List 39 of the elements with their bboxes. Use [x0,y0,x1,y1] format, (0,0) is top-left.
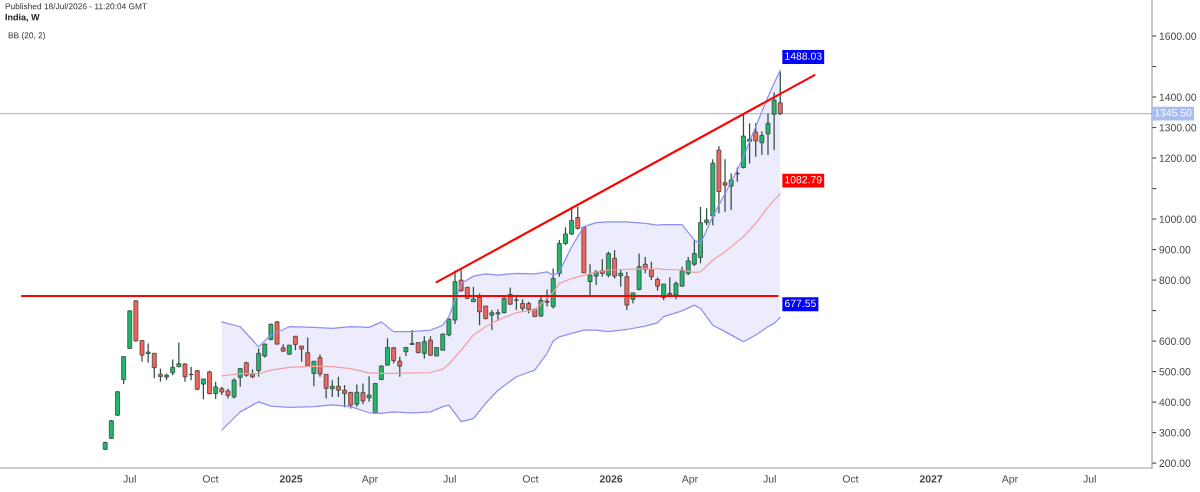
x-tick-label: Jul [443,474,456,483]
x-tick-label: 2027 [919,475,943,483]
y-tick-label: 1300.00 [1159,124,1197,132]
y-tick-label: 600.00 [1159,337,1191,345]
x-tick-label: Jul [123,474,136,483]
data-label: 677.55 [784,299,816,308]
candlestick [115,390,120,417]
x-tick-label: Jul [763,474,776,483]
line-series [221,193,781,377]
ref-line-label: 1345.50 [1155,109,1192,117]
line-series [221,304,781,431]
annotation: BB (20, 2) [8,32,45,40]
data-label: 1082.79 [785,176,822,184]
x-tick-label: Oct [202,475,219,483]
x-tick-label: Jul [1083,474,1096,483]
y-tick-label: 400.00 [1159,398,1191,406]
x-tick-label: Apr [1001,475,1018,485]
x-tick-label: Apr [361,475,378,485]
y-tick-label: 1600.00 [1159,32,1197,40]
y-tick-label: 500.00 [1159,368,1191,376]
data-label: 1488.03 [785,52,822,60]
candlestick [121,355,126,385]
y-tick-label: 900.00 [1159,246,1191,254]
x-tick-label: 2025 [279,475,303,483]
y-tick-label: 1200.00 [1159,154,1197,162]
line-series [221,69,781,348]
y-tick-label: 1000.00 [1159,215,1197,223]
y-tick-label: 800.00 [1159,276,1191,284]
y-tick-label: 200.00 [1159,459,1191,467]
y-tick-label: 1400.00 [1159,93,1197,101]
y-tick-label: 300.00 [1159,429,1191,437]
x-tick-label: 2026 [599,475,623,483]
candlestick [765,112,771,156]
x-tick-label: Apr [681,475,698,485]
text: India, W [5,13,40,22]
chart-subtitle: Published 18/Jul/2026 - 11:20:04 GMT [5,3,147,10]
x-tick-label: Oct [842,475,859,483]
x-tick-label: Oct [522,475,539,483]
candlestick [397,356,403,378]
